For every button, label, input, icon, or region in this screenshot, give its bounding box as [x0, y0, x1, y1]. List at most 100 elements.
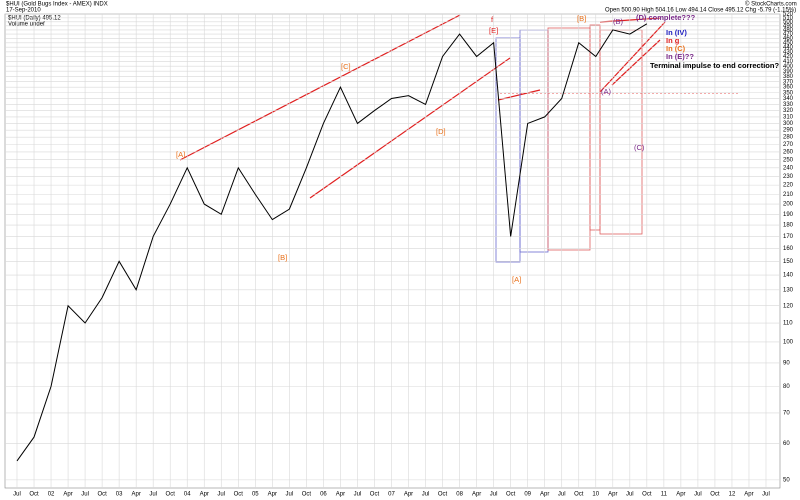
x-tick-label: 04	[184, 492, 191, 498]
x-tick-label: Jul	[626, 492, 634, 498]
annotation: [B]	[278, 253, 287, 262]
x-tick-label: Apr	[540, 492, 549, 498]
y-tick-label: 70	[783, 411, 790, 417]
x-tick-label: Jul	[422, 492, 430, 498]
y-tick-label: 60	[783, 441, 790, 447]
annotation: [D]	[436, 127, 446, 136]
y-tick-label: 480	[783, 28, 794, 34]
x-tick-label: 08	[456, 492, 463, 498]
x-tick-label: Apr	[744, 492, 753, 498]
y-tick-label: 390	[783, 69, 794, 75]
y-tick-label: 160	[783, 246, 794, 252]
y-tick-label: 360	[783, 85, 794, 91]
y-tick-label: 440	[783, 45, 794, 51]
y-tick-label: 190	[783, 212, 794, 218]
y-tick-label: 180	[783, 223, 794, 229]
y-tick-label: 430	[783, 49, 794, 55]
y-tick-label: 450	[783, 40, 794, 46]
legend-label: $HUI (Daily) 495.12	[8, 16, 61, 22]
annotation: f	[491, 15, 494, 24]
y-tick-label: 460	[783, 36, 794, 42]
x-tick-label: Oct	[166, 492, 176, 498]
y-tick-label: 270	[783, 142, 794, 148]
y-tick-label: 310	[783, 114, 794, 120]
y-tick-label: 130	[783, 287, 794, 293]
y-tick-label: 340	[783, 96, 794, 102]
x-tick-label: Jul	[694, 492, 702, 498]
x-tick-label: Oct	[506, 492, 516, 498]
x-tick-label: Apr	[472, 492, 481, 498]
y-tick-label: 140	[783, 273, 794, 279]
annotation: (B)	[613, 17, 624, 26]
y-tick-label: 510	[783, 15, 794, 21]
x-tick-label: Jul	[286, 492, 294, 498]
y-tick-label: 350	[783, 90, 794, 96]
x-tick-label: Oct	[234, 492, 244, 498]
annotation: In (E)??	[666, 52, 694, 61]
y-tick-label: 300	[783, 121, 794, 127]
x-tick-label: Jul	[217, 492, 225, 498]
x-tick-label: Jul	[762, 492, 770, 498]
y-tick-label: 520	[783, 12, 794, 18]
x-tick-label: Jul	[490, 492, 498, 498]
x-tick-label: 09	[524, 492, 531, 498]
y-tick-label: 210	[783, 192, 794, 198]
x-tick-label: Jul	[149, 492, 157, 498]
x-tick-label: Oct	[438, 492, 448, 498]
y-tick-label: 330	[783, 102, 794, 108]
x-tick-label: Apr	[404, 492, 413, 498]
y-tick-label: 260	[783, 149, 794, 155]
x-tick-label: 02	[48, 492, 55, 498]
annotation: [A]	[512, 275, 521, 284]
x-tick-label: Oct	[97, 492, 107, 498]
y-tick-label: 410	[783, 59, 794, 65]
x-tick-label: 11	[661, 492, 668, 498]
annotation: [A]	[176, 150, 185, 159]
x-tick-label: Oct	[302, 492, 312, 498]
annotation: Terminal impulse to end correction?	[650, 61, 779, 70]
x-tick-label: Jul	[81, 492, 89, 498]
y-tick-label: 320	[783, 108, 794, 114]
y-tick-label: 90	[783, 361, 790, 367]
y-tick-label: 100	[783, 340, 794, 346]
x-tick-label: Jul	[558, 492, 566, 498]
y-tick-label: 230	[783, 174, 794, 180]
volume-label: Volume undef	[8, 22, 45, 28]
trend-line	[599, 21, 666, 93]
x-tick-label: Jul	[13, 492, 21, 498]
x-tick-label: Apr	[676, 492, 685, 498]
x-tick-label: 12	[729, 492, 736, 498]
annotation: (D) complete???	[636, 13, 696, 22]
y-tick-label: 290	[783, 128, 794, 134]
x-tick-label: Oct	[642, 492, 652, 498]
annotation: In (C)	[666, 44, 686, 53]
x-tick-label: Oct	[710, 492, 720, 498]
y-tick-label: 470	[783, 32, 794, 38]
credit: © StockCharts.com	[745, 1, 797, 8]
y-tick-label: 380	[783, 74, 794, 80]
y-tick-label: 110	[783, 321, 793, 327]
x-tick-label: Oct	[370, 492, 380, 498]
quote: Open 500.90 High 504.16 Low 494.14 Close…	[605, 8, 796, 14]
x-tick-label: Apr	[336, 492, 345, 498]
y-tick-label: 80	[783, 384, 790, 390]
annotation: (C)	[634, 143, 645, 152]
x-tick-label: 03	[116, 492, 123, 498]
x-tick-label: Oct	[574, 492, 584, 498]
trend-line	[179, 14, 461, 161]
annotation: In (IV)	[666, 28, 687, 37]
x-tick-label: Apr	[200, 492, 209, 498]
y-tick-label: 400	[783, 64, 794, 70]
x-tick-label: Apr	[608, 492, 617, 498]
y-tick-label: 220	[783, 183, 794, 189]
annotation: [E]	[489, 26, 498, 35]
chart-title: $HUI (Gold Bugs Index - AMEX) INDX	[6, 2, 108, 8]
y-tick-label: 170	[783, 234, 794, 240]
x-tick-label: 10	[592, 492, 599, 498]
x-tick-label: Apr	[63, 492, 72, 498]
y-tick-label: 50	[783, 477, 790, 483]
price-line	[16, 23, 648, 462]
y-tick-label: 490	[783, 23, 794, 29]
x-tick-label: Apr	[268, 492, 277, 498]
